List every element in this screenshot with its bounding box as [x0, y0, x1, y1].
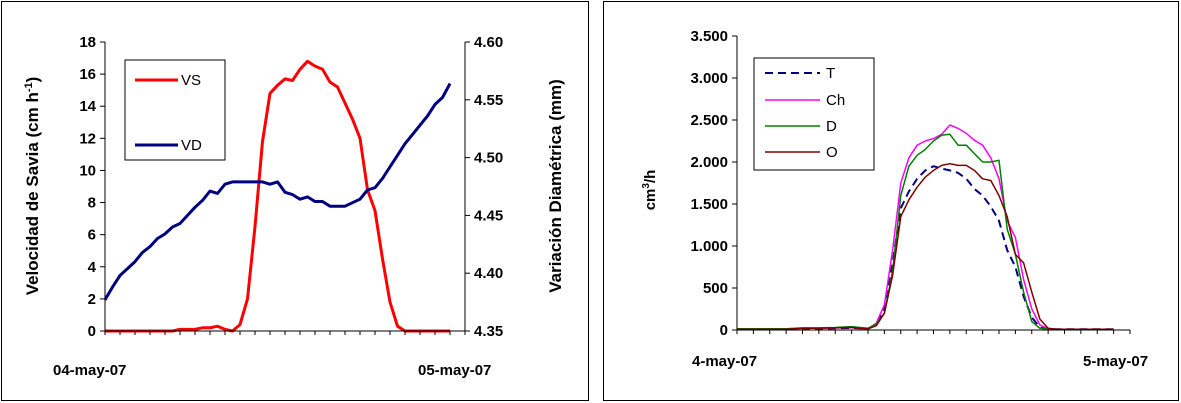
series-line-o	[737, 162, 1114, 330]
legend-label-vd: VD	[181, 137, 202, 154]
chart-left-ytick-label: 8	[88, 195, 96, 212]
chart-left-y2tick-label: 4.40	[474, 265, 503, 282]
chart-right-frame	[603, 1, 1179, 401]
chart-left-ytick-label: 10	[79, 162, 96, 179]
legend-label-o: O	[826, 144, 838, 161]
chart-right-ytick-labels: 0 500 1.000 1.500 2.000 2.500 3.000 3.500	[690, 28, 728, 339]
series-line-vd	[103, 82, 452, 301]
chart-right-xtick-label-end: 5-may-07	[1083, 353, 1148, 370]
chart-left-ytick-label: 0	[88, 323, 96, 340]
chart-left-ticks	[100, 41, 470, 335]
chart-left-y2tick-label: 4.60	[474, 34, 503, 51]
chart-left-y2label: Variación Diamétrica (mm)	[546, 79, 565, 293]
chart-left-ytick-label: 18	[79, 34, 96, 51]
chart-right: 0 500 1.000 1.500 2.000 2.500 3.000 3.500 4-may…	[603, 1, 1179, 401]
chart-left-y2tick-labels: 4.35 4.40 4.45 4.50 4.55 4.60	[474, 34, 503, 340]
chart-left-y2tick-label: 4.35	[474, 323, 503, 340]
chart-left-ytick-label: 12	[79, 130, 96, 147]
chart-left-xtick-label-end: 05-may-07	[418, 362, 491, 379]
chart-left-frame	[1, 1, 589, 401]
chart-right-ticks	[732, 35, 1131, 334]
legend-label-d: D	[826, 118, 837, 135]
chart-left-y2tick-label: 4.45	[474, 207, 503, 224]
chart-right-ytick-label: 3.500	[690, 28, 728, 45]
chart-right-ylabel: cm3/h	[641, 170, 659, 211]
chart-left: 0 2 4 6 8 10 12 14 16 18 4.35 4.40 4.45 4.50 4.55 4.60…	[1, 1, 589, 401]
chart-left-legend-box	[124, 59, 226, 161]
chart-right-marks	[737, 124, 1114, 331]
chart-right-ytick-label: 2.000	[690, 154, 728, 171]
chart-right-xtick-label-start: 4-may-07	[692, 353, 757, 370]
chart-right-ytick-label: 1.000	[690, 238, 728, 255]
chart-right-ytick-label: 2.500	[690, 112, 728, 129]
chart-left-legend: VS VD	[124, 59, 226, 161]
chart-left-ytick-labels: 0 2 4 6 8 10 12 14 16 18	[79, 34, 96, 340]
legend-label-t: T	[826, 65, 835, 82]
chart-left-ytick-label: 6	[88, 227, 96, 244]
chart-left-y2tick-label: 4.50	[474, 150, 503, 167]
chart-right-ytick-label: 1.500	[690, 196, 728, 213]
legend-label-vs: VS	[181, 72, 201, 89]
series-line-vs	[105, 59, 450, 333]
chart-left-ytick-label: 16	[79, 66, 96, 83]
chart-right-legend-box	[753, 57, 875, 171]
chart-left-ylabel: Velocidad de Savia (cm h-1)	[23, 77, 42, 296]
chart-left-ytick-label: 14	[79, 98, 96, 115]
legend-label-ch: Ch	[826, 92, 845, 109]
chart-right-ytick-label: 3.000	[690, 70, 728, 87]
chart-right-ytick-label: 0	[720, 322, 728, 339]
chart-right-legend: T Ch D O	[753, 57, 875, 171]
chart-left-y2tick-label: 4.55	[474, 92, 503, 109]
chart-left-ytick-label: 4	[88, 259, 97, 276]
chart-right-ytick-label: 500	[703, 280, 728, 297]
chart-left-ytick-label: 2	[88, 291, 96, 308]
chart-left-marks	[103, 59, 452, 333]
chart-left-xtick-label-start: 04-may-07	[53, 362, 126, 379]
